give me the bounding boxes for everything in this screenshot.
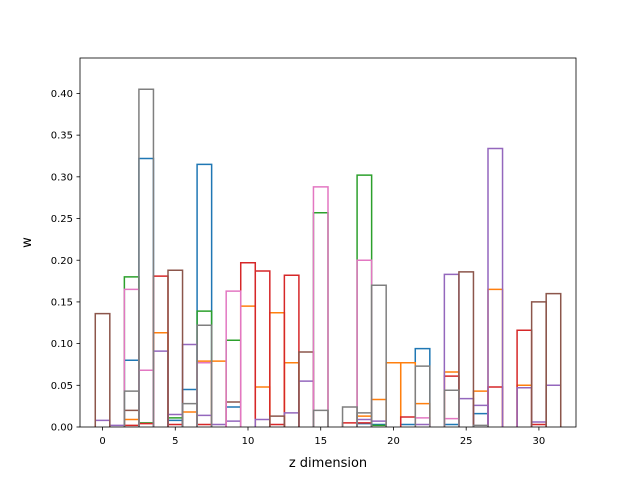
series-0-bin-4 — [196, 163, 213, 427]
series-7-bin-3 — [196, 324, 213, 427]
series-5-bin-6 — [458, 271, 475, 427]
y-axis-label: w — [20, 237, 35, 248]
x-tick-label: 30 — [533, 436, 546, 447]
x-tick-label: 25 — [460, 436, 473, 447]
x-axis-ticks: 0 5 10 15 20 25 30 — [99, 427, 545, 447]
series-7-bin-7 — [370, 284, 387, 427]
series-6-bin-4 — [312, 186, 329, 427]
y-tick-label: 0.15 — [51, 298, 73, 309]
x-tick-label: 10 — [242, 436, 255, 447]
series-5-bin-2 — [167, 269, 184, 427]
y-tick-label: 0.25 — [51, 214, 73, 225]
series-7-bin-4 — [312, 409, 329, 427]
y-tick-label: 0.00 — [51, 423, 73, 434]
series-7-bin-1 — [138, 88, 155, 427]
series-7-bin-8 — [414, 365, 431, 427]
series-7 — [123, 88, 489, 427]
series-layer — [94, 88, 562, 427]
y-tick-label: 0.30 — [51, 172, 73, 183]
y-tick-label: 0.10 — [51, 339, 73, 350]
x-tick-label: 5 — [172, 436, 178, 447]
series-3-bin-6 — [254, 270, 271, 427]
series-7-bin-9 — [443, 389, 460, 427]
y-axis-ticks: 0.00 0.05 0.10 0.15 0.20 0.25 0.30 0.35 0.40 — [51, 89, 80, 434]
series-5-bin-0 — [94, 312, 111, 427]
y-tick-label: 0.05 — [51, 381, 73, 392]
series-6-bin-3 — [225, 290, 242, 427]
series-4-bin-17 — [487, 147, 504, 427]
x-tick-label: 20 — [387, 436, 400, 447]
series-5-bin-8 — [545, 292, 562, 427]
series-7-bin-10 — [472, 424, 489, 427]
y-tick-label: 0.40 — [51, 89, 73, 100]
axes-frame — [79, 57, 577, 428]
y-tick-label: 0.35 — [51, 131, 73, 142]
y-tick-label: 0.20 — [51, 256, 73, 267]
x-axis-label: z dimension — [289, 456, 367, 471]
x-tick-label: 15 — [314, 436, 327, 447]
series-5-bin-4 — [269, 415, 286, 427]
x-tick-label: 0 — [99, 436, 105, 447]
series-3-bin-8 — [283, 274, 300, 427]
